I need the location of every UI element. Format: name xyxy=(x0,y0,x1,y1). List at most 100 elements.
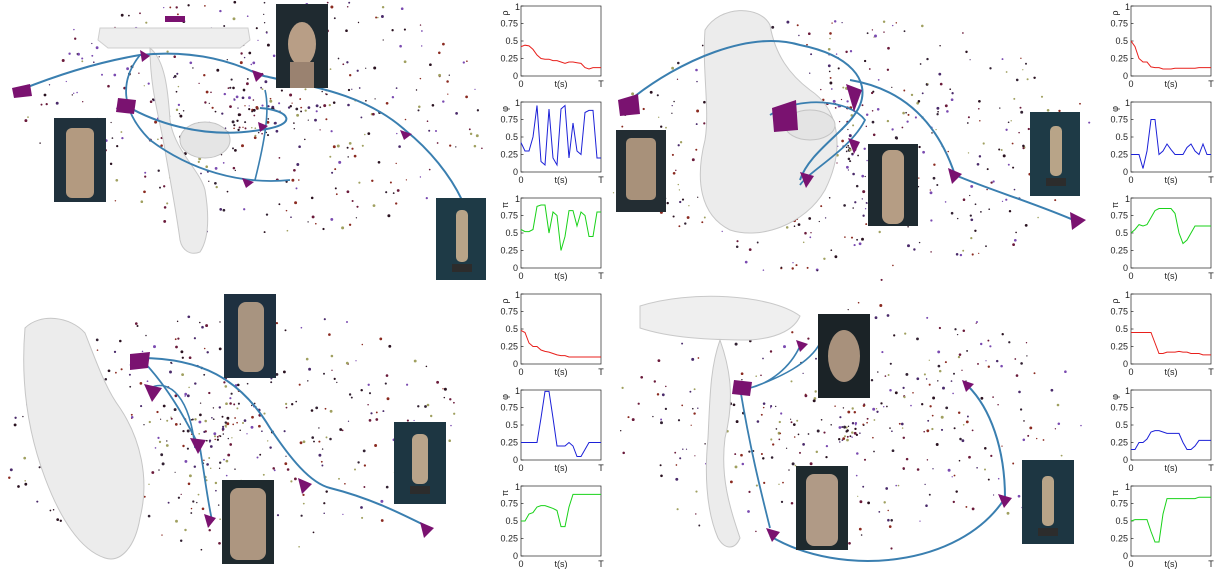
cloud-point xyxy=(1007,121,1010,124)
cloud-point xyxy=(406,419,409,422)
cloud-point xyxy=(868,68,871,70)
series-line xyxy=(521,390,601,457)
cloud-point xyxy=(52,508,55,511)
y-tick-label: 0.5 xyxy=(505,132,518,142)
x-axis-label: t(s) xyxy=(1165,79,1178,89)
cloud-point xyxy=(382,39,384,41)
cloud-point xyxy=(251,110,254,113)
cloud-point xyxy=(392,192,395,194)
cloud-point xyxy=(865,223,868,226)
cloud-point xyxy=(809,462,813,466)
cloud-point xyxy=(310,409,314,412)
cloud-point xyxy=(253,114,256,117)
cloud-point xyxy=(937,364,941,368)
cloud-point xyxy=(91,54,94,57)
cloud-point xyxy=(734,342,738,346)
camera-marker xyxy=(846,84,862,112)
cloud-point xyxy=(438,51,441,55)
cloud-point xyxy=(1026,355,1028,357)
cloud-point xyxy=(177,337,180,340)
cloud-point xyxy=(200,172,202,175)
cloud-point xyxy=(1006,511,1010,515)
cloud-point xyxy=(234,149,237,152)
cloud-point xyxy=(187,482,191,486)
cloud-point xyxy=(872,407,876,411)
cloud-point xyxy=(198,420,202,424)
cloud-point xyxy=(770,438,773,441)
cloud-point xyxy=(265,131,267,134)
cloud-point xyxy=(104,377,108,381)
cloud-point xyxy=(320,460,323,463)
cloud-point xyxy=(453,401,455,404)
cloud-point xyxy=(182,429,185,433)
cloud-point xyxy=(469,132,473,136)
cloud-point xyxy=(903,89,906,92)
cloud-point xyxy=(762,457,765,460)
cloud-point xyxy=(323,372,325,375)
cloud-point xyxy=(1022,438,1026,442)
cloud-point xyxy=(945,406,949,410)
cloud-point xyxy=(24,480,26,482)
cloud-point xyxy=(329,409,333,413)
cloud-point xyxy=(298,546,300,548)
cloud-point xyxy=(1005,71,1008,73)
cloud-point xyxy=(49,509,52,512)
cloud-point xyxy=(248,51,252,55)
cloud-point xyxy=(622,451,625,455)
cloud-point xyxy=(932,468,934,470)
cloud-point xyxy=(199,321,201,324)
cloud-point xyxy=(240,52,243,55)
cloud-point xyxy=(889,388,892,392)
y-tick-label: 0 xyxy=(513,359,518,369)
cloud-point xyxy=(436,142,439,144)
cloud-point xyxy=(878,511,881,513)
series-name: ρ xyxy=(500,298,510,303)
cloud-point xyxy=(295,400,298,403)
cloud-point xyxy=(330,354,334,358)
cloud-point xyxy=(775,405,777,408)
cloud-point xyxy=(866,421,868,424)
cloud-point xyxy=(879,304,883,307)
cloud-point xyxy=(703,216,706,219)
cloud-point xyxy=(907,113,910,116)
cloud-point xyxy=(233,127,235,130)
cloud-point xyxy=(313,440,315,443)
cloud-point xyxy=(839,441,841,443)
cloud-point xyxy=(113,73,117,77)
cloud-point xyxy=(858,242,862,246)
camera-marker xyxy=(766,528,780,542)
cloud-point xyxy=(891,86,893,88)
cloud-point xyxy=(230,78,233,81)
series-name: π xyxy=(500,490,510,496)
cloud-point xyxy=(140,405,143,408)
cloud-point xyxy=(779,432,782,435)
cloud-point xyxy=(328,103,331,107)
cloud-point xyxy=(219,208,223,211)
cloud-point xyxy=(95,46,99,50)
cloud-point xyxy=(310,196,314,200)
cloud-point xyxy=(1056,403,1060,407)
cloud-point xyxy=(937,110,939,113)
cloud-point xyxy=(227,87,230,89)
cloud-point xyxy=(965,50,968,54)
cloud-point xyxy=(269,99,273,103)
cloud-point xyxy=(250,404,253,407)
view-thumbnail xyxy=(616,130,666,212)
cloud-point xyxy=(926,429,930,433)
cloud-point xyxy=(367,383,370,386)
cloud-point xyxy=(302,502,305,505)
cloud-point xyxy=(902,436,906,440)
cloud-point xyxy=(1017,494,1021,498)
cloud-point xyxy=(465,95,468,99)
series-name: φ xyxy=(500,394,510,400)
cloud-point xyxy=(448,74,450,76)
series-name: ρ xyxy=(1110,10,1120,15)
cloud-point xyxy=(448,439,452,442)
cloud-point xyxy=(694,455,696,457)
cloud-point xyxy=(348,142,352,145)
cloud-point xyxy=(206,463,209,466)
cloud-point xyxy=(443,387,447,391)
cloud-point xyxy=(952,392,954,395)
cloud-point xyxy=(321,464,324,467)
cloud-point xyxy=(27,116,29,118)
